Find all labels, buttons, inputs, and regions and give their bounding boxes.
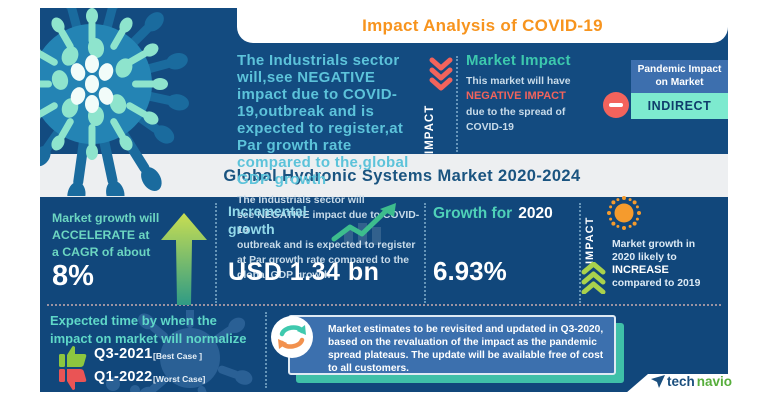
incremental-growth-label: Incremental growth — [228, 203, 307, 237]
market-impact-heading: Market Impact — [466, 52, 571, 69]
cagr-value: 8% — [52, 260, 94, 292]
down-chevrons-icon — [429, 57, 453, 91]
divider — [424, 203, 426, 303]
thumbs-down-icon — [59, 369, 87, 390]
growth-2020-label: Growth for 2020 — [433, 205, 553, 222]
up-arrow-icon — [161, 213, 207, 305]
impact-vertical-label: IMPACT — [584, 216, 596, 264]
technavio-logo[interactable]: tech navio — [651, 374, 732, 389]
pandemic-impact-label: Pandemic Impact on Market — [631, 60, 728, 93]
pandemic-impact-box: Pandemic Impact on Market INDIRECT — [631, 60, 728, 119]
refresh-icon — [271, 316, 313, 358]
industrials-heading: The Industrials sector will,see NEGATIVE… — [237, 52, 409, 188]
growth-2020-value: 6.93% — [433, 256, 507, 286]
industrials-text-line: global GDP growth — [237, 270, 331, 281]
best-case-note: [Best Case ] — [153, 351, 203, 361]
market-title: Global Hydronic Systems Market 2020-2024 — [223, 167, 581, 185]
incremental-growth-value: USD 1.34 bn — [228, 258, 380, 286]
industrials-text-line: The Industrials sector will — [237, 195, 365, 206]
update-note-box: Market estimates to be revisited and upd… — [288, 315, 616, 375]
virus-watermark — [106, 310, 253, 392]
normalize-heading: Expected time by when the impact on mark… — [50, 313, 247, 346]
coronavirus-illustration — [40, 8, 189, 196]
impact-vertical-label: IMPACT — [424, 104, 436, 154]
worst-case-value: Q1-2022 — [94, 369, 153, 385]
technavio-logo-icon — [651, 374, 665, 388]
industrials-text-line: outbreak and is expected to register — [237, 240, 416, 251]
negative-impact-text: NEGATIVE IMPACT — [466, 90, 566, 102]
cagr-intro: Market growth will ACCELERATE at a CAGR … — [52, 211, 160, 259]
divider — [47, 304, 721, 306]
pandemic-impact-value: INDIRECT — [631, 93, 728, 119]
minus-icon — [603, 92, 629, 118]
industrials-text-line: at Par growth rate compared to the — [237, 255, 410, 266]
divider — [456, 56, 458, 152]
increase-text: INCREASE — [612, 264, 669, 276]
virus-sun-icon — [607, 196, 641, 230]
divider — [265, 312, 267, 388]
market-impact-line: due to the spread of — [466, 106, 566, 118]
up-chevrons-icon — [581, 262, 606, 294]
industrials-section: The Industrials sector will,see NEGATIVE… — [237, 52, 429, 283]
industrials-text-line: see NEGATIVE impact due to COVID-19 — [237, 210, 420, 236]
best-case-value: Q3-2021 — [94, 346, 153, 362]
divider — [579, 203, 581, 303]
market-impact-line: COVID-19 — [466, 121, 514, 133]
divider — [215, 203, 217, 303]
line-chart-icon — [331, 203, 396, 245]
update-note-text: Market estimates to be revisited and upd… — [328, 324, 604, 374]
thumbs-up-icon — [59, 346, 87, 367]
market-impact-section: Market Impact This market will have NEGA… — [466, 52, 604, 135]
market-impact-line: This market will have — [466, 76, 571, 87]
page-title: Impact Analysis of COVID-19 — [237, 8, 728, 43]
impact-2020-text: Market growth in 2020 likely to INCREASE… — [612, 238, 727, 290]
worst-case-note: [Worst Case] — [153, 374, 206, 384]
